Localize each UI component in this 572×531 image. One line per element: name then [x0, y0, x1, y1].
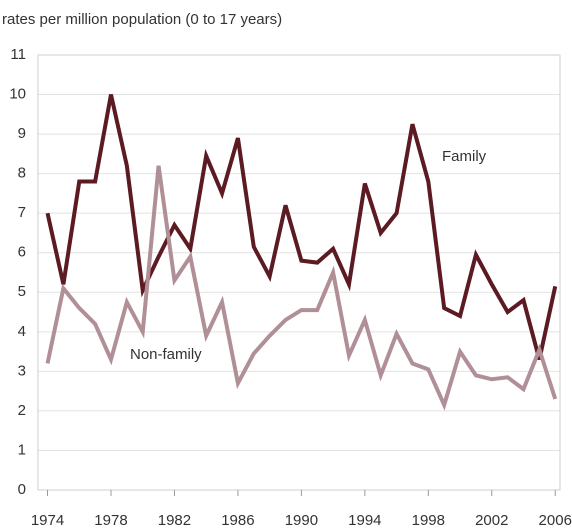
- y-tick-label: 2: [18, 402, 26, 419]
- y-tick-label: 1: [18, 441, 26, 458]
- y-tick-label: 6: [18, 244, 26, 261]
- y-tick-label: 8: [18, 165, 26, 182]
- series-label: Non-family: [130, 346, 202, 363]
- plot-frame: [37, 54, 561, 491]
- y-tick-label: 7: [18, 204, 26, 221]
- x-tick-label: 2002: [475, 512, 508, 529]
- x-tick-label: 1982: [158, 512, 191, 529]
- x-tick-label: 1986: [221, 512, 254, 529]
- x-tick-label: 2006: [539, 512, 572, 529]
- y-tick-label: 10: [9, 86, 26, 103]
- x-tick-label: 1974: [31, 512, 64, 529]
- x-tick-label: 1978: [94, 512, 127, 529]
- x-tick-label: 1990: [285, 512, 318, 529]
- y-tick-label: 5: [18, 283, 26, 300]
- x-tick-label: 1994: [348, 512, 381, 529]
- series-line: [45, 165, 558, 411]
- y-tick-label: 3: [18, 362, 26, 379]
- series-label: Family: [442, 148, 487, 165]
- x-tick-label: 1998: [412, 512, 445, 529]
- y-axis-label: rates per million population (0 to 17 ye…: [2, 11, 282, 28]
- y-tick-label: 9: [18, 125, 26, 142]
- y-tick-label: 11: [10, 46, 26, 63]
- y-tick-label: 0: [18, 481, 26, 498]
- series-line: [45, 94, 558, 361]
- y-tick-label: 4: [18, 323, 26, 340]
